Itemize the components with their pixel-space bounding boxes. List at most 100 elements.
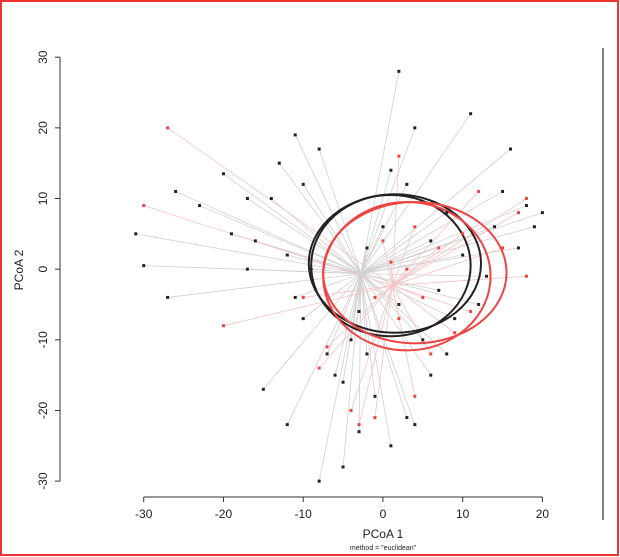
spider-line — [392, 285, 455, 334]
point — [445, 211, 449, 215]
point — [277, 161, 281, 165]
point — [389, 444, 393, 448]
point — [325, 352, 329, 356]
spider-line — [286, 273, 362, 425]
point — [493, 225, 497, 229]
spider-line — [302, 273, 362, 319]
point — [317, 366, 321, 370]
point — [469, 112, 473, 116]
spider-line — [223, 173, 362, 275]
point — [357, 423, 361, 427]
spider-line — [342, 273, 362, 468]
point — [413, 126, 417, 130]
point — [301, 182, 305, 186]
y-tick-label: -10 — [36, 331, 50, 349]
x-tick-label: 20 — [536, 507, 550, 521]
point — [453, 331, 457, 335]
spider-line — [360, 240, 431, 275]
point — [309, 267, 313, 271]
point — [221, 324, 225, 328]
spider-line — [392, 275, 527, 286]
spider-line — [247, 198, 362, 275]
point — [301, 295, 305, 299]
point — [142, 264, 146, 268]
point — [477, 189, 481, 193]
point — [429, 239, 433, 243]
point — [516, 211, 520, 215]
spider-line — [360, 205, 527, 275]
spider-line — [167, 273, 361, 298]
spider-line — [199, 205, 362, 275]
point — [349, 408, 353, 412]
spider-line — [392, 233, 463, 286]
point — [166, 295, 170, 299]
point — [397, 302, 401, 306]
spider-line — [263, 273, 362, 390]
y-tick-label: 0 — [36, 266, 50, 273]
spider-line — [392, 198, 527, 286]
point — [469, 310, 473, 314]
point — [461, 232, 465, 236]
point — [437, 288, 441, 292]
point — [381, 239, 385, 243]
point — [229, 232, 233, 236]
point — [365, 246, 369, 250]
point — [134, 232, 138, 236]
spider-line — [392, 285, 471, 312]
spider-line — [382, 240, 393, 286]
y-tick-label: 10 — [36, 192, 50, 206]
point — [421, 295, 425, 299]
point — [429, 352, 433, 356]
point — [301, 317, 305, 321]
spider-line — [302, 184, 362, 274]
point — [166, 126, 170, 130]
spider-line — [360, 113, 471, 274]
point — [381, 225, 385, 229]
spider-line — [360, 226, 535, 275]
point — [413, 423, 417, 427]
spider-line — [360, 191, 503, 275]
x-axis-label: PCoA 1 — [363, 527, 404, 541]
point — [285, 423, 289, 427]
spider-line — [391, 156, 400, 286]
point — [413, 225, 417, 229]
point — [253, 239, 257, 243]
point — [477, 302, 481, 306]
point — [285, 253, 289, 257]
point — [405, 416, 409, 420]
x-tick-label: 10 — [456, 507, 470, 521]
spider-line — [360, 273, 400, 305]
x-tick-label: -30 — [135, 507, 153, 521]
spider-line — [223, 285, 393, 327]
spider-line — [360, 273, 424, 341]
point — [341, 465, 345, 469]
spider-line — [360, 273, 376, 397]
point — [413, 394, 417, 398]
spider-line — [391, 285, 416, 397]
spider-line — [358, 273, 362, 432]
spider-line — [392, 247, 439, 286]
spider-line — [360, 273, 439, 291]
spider-line — [391, 226, 416, 286]
spider-line — [358, 285, 393, 425]
spider-line — [167, 127, 393, 286]
point — [317, 479, 321, 483]
point — [317, 147, 321, 151]
point — [365, 352, 369, 356]
spider-line — [360, 212, 447, 275]
spider-line — [360, 71, 400, 274]
method-note: method = "euclidean" — [350, 545, 417, 552]
spider-line — [374, 285, 393, 298]
y-axis-label: PCoA 2 — [12, 249, 26, 290]
spider-line — [318, 273, 362, 482]
spider-line — [360, 273, 392, 446]
point — [485, 274, 489, 278]
point — [405, 182, 409, 186]
point — [245, 197, 249, 201]
point — [333, 373, 337, 377]
point — [198, 204, 202, 208]
point — [397, 69, 401, 73]
x-tick-label: 0 — [380, 507, 387, 521]
spider-line — [143, 205, 393, 286]
